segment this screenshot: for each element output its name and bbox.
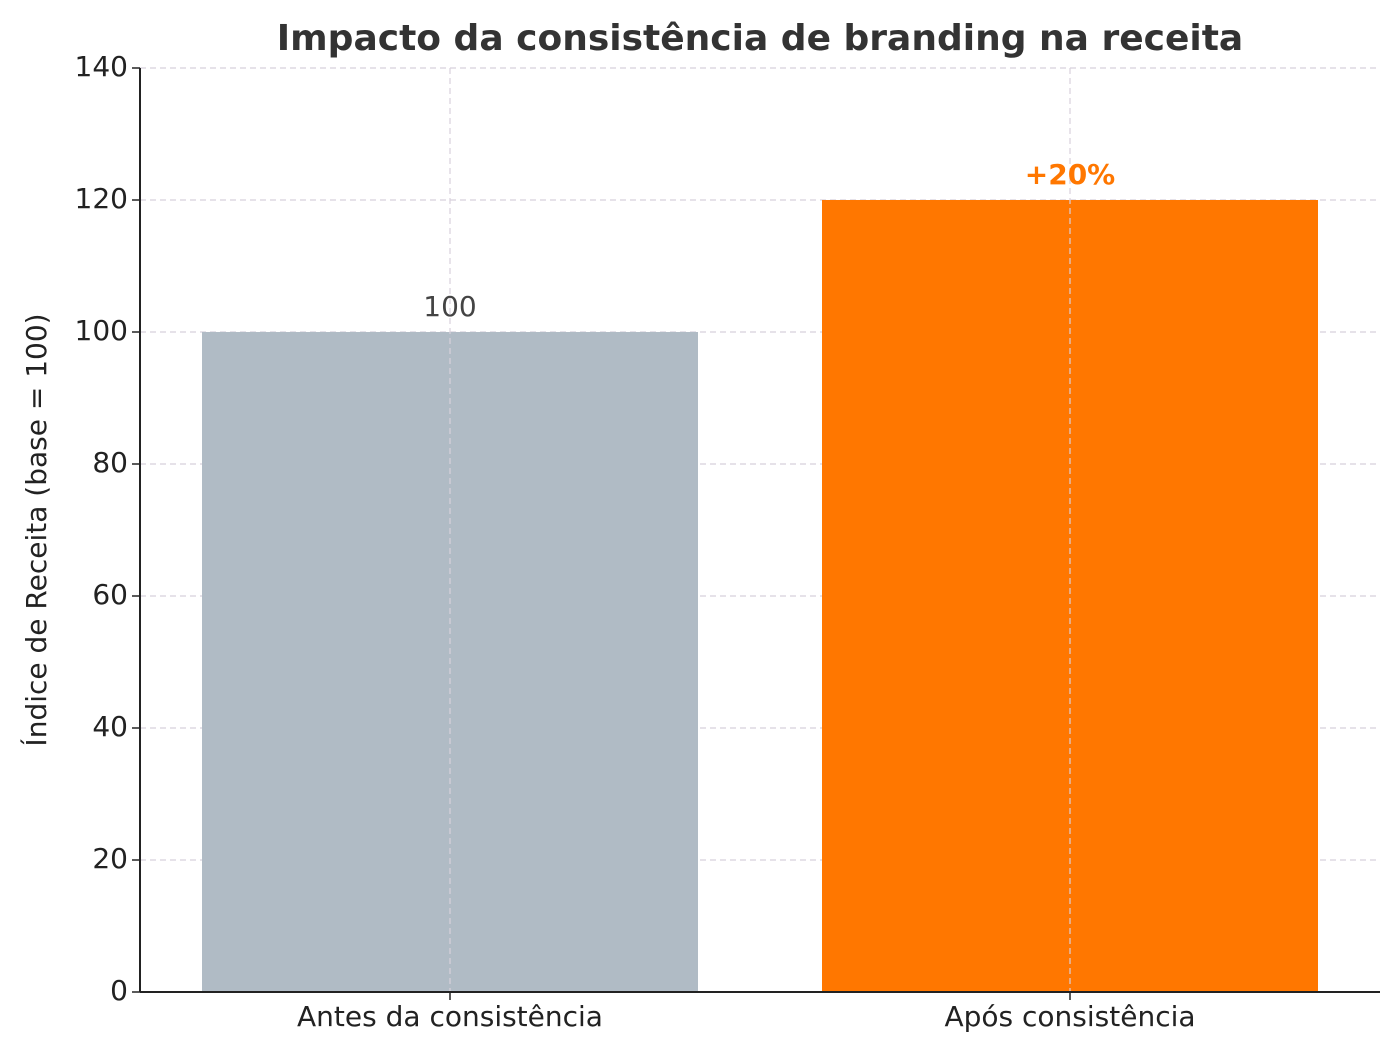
- y-axis-label: Índice de Receita (base = 100): [19, 313, 53, 746]
- y-tick-label: 140: [75, 50, 128, 83]
- y-tick-label: 120: [75, 182, 128, 215]
- y-tick-label: 80: [92, 446, 128, 479]
- y-tick-label: 60: [92, 578, 128, 611]
- y-tick-label: 0: [110, 974, 128, 1007]
- x-tick-label: Após consistência: [944, 1000, 1195, 1033]
- y-tick-label: 40: [92, 710, 128, 743]
- annotation: +20%: [1025, 158, 1115, 191]
- y-tick-label: 100: [75, 314, 128, 347]
- x-tick-label: Antes da consistência: [297, 1000, 603, 1033]
- data-label: 100: [423, 290, 476, 323]
- chart-title: Impacto da consistência de branding na r…: [277, 18, 1243, 59]
- y-tick-label: 20: [92, 842, 128, 875]
